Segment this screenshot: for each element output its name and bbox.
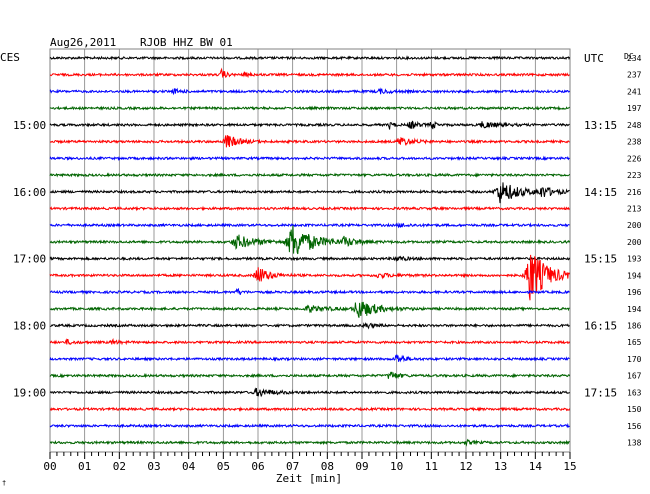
trace-row-6	[49, 155, 570, 162]
x-tick-label: 06	[251, 460, 264, 473]
right-time-labels: UTC 13:15 14:15 15:15 16:15 17:15	[584, 52, 617, 399]
chart-date: Aug26,2011	[50, 36, 116, 49]
dc-offset-label: 200	[627, 221, 642, 230]
trace-row-0	[49, 55, 571, 61]
dc-offset-label: 193	[627, 255, 642, 264]
x-tick-label: 14	[529, 460, 543, 473]
x-tick-label: 15	[563, 460, 576, 473]
left-time-label: 17:00	[13, 253, 46, 266]
left-timezone-label: CES	[0, 51, 20, 64]
x-tick-label: 01	[78, 460, 91, 473]
trace-row-13	[49, 254, 571, 301]
x-tick-label: 02	[113, 460, 126, 473]
trace-row-2	[49, 87, 570, 96]
x-tick-label: 13	[494, 460, 507, 473]
trace-row-9	[49, 205, 570, 212]
x-tick-label: 04	[182, 460, 196, 473]
trace-lines	[49, 55, 571, 447]
left-time-label: 16:00	[13, 186, 46, 199]
dc-offset-label: 170	[627, 355, 642, 364]
chart-station: RJOB HHZ BW 01	[140, 36, 233, 49]
right-time-label: 15:15	[584, 253, 617, 266]
trace-row-23	[49, 438, 570, 447]
dc-offset-label: 213	[627, 204, 642, 213]
dc-offset-label: 200	[627, 238, 642, 247]
trace-row-21	[49, 406, 571, 412]
right-time-label: UTC	[584, 52, 604, 65]
left-time-label: 15:00	[13, 119, 46, 132]
x-tick-label: 08	[321, 460, 334, 473]
dc-offset-label: 248	[627, 121, 642, 130]
trace-row-15	[49, 301, 570, 318]
dc-offset-label: 234	[627, 54, 642, 63]
dc-offset-label: 241	[627, 87, 642, 96]
trace-row-22	[49, 422, 570, 429]
dc-offset-label: 223	[627, 171, 642, 180]
trace-row-1	[49, 67, 570, 79]
dc-offset-label: 163	[627, 388, 642, 397]
dc-offset-label: 165	[627, 338, 642, 347]
trace-row-11	[49, 225, 571, 255]
dc-offset-label: 194	[627, 271, 642, 280]
trace-row-4	[49, 120, 570, 130]
x-tick-label: 10	[390, 460, 403, 473]
x-tick-label: 09	[355, 460, 368, 473]
right-time-label: 16:15	[584, 320, 617, 333]
dc-offset-label: 237	[627, 71, 642, 80]
trace-row-8	[49, 182, 570, 204]
trace-row-7	[49, 172, 571, 178]
x-tick-label: 07	[286, 460, 299, 473]
x-tick-label: 05	[217, 460, 230, 473]
plot-frame	[49, 48, 571, 453]
dc-offset-label: 196	[627, 288, 642, 297]
right-time-label: 14:15	[584, 186, 617, 199]
dc-offset-label: 216	[627, 188, 642, 197]
trace-row-3	[49, 105, 570, 111]
x-tick-label: 12	[459, 460, 472, 473]
dc-offset-label: 167	[627, 372, 642, 381]
x-tick-label: 03	[147, 460, 160, 473]
trace-row-20	[49, 387, 570, 398]
trace-row-14	[49, 287, 570, 295]
dc-offset-label: 197	[627, 104, 642, 113]
trace-row-5	[50, 135, 570, 148]
trace-row-17	[49, 338, 571, 346]
right-time-label: 17:15	[584, 386, 617, 399]
x-axis-ticks	[49, 452, 571, 459]
x-tick-label: 00	[43, 460, 56, 473]
dc-header-label: DC	[624, 52, 634, 61]
trace-row-10	[49, 222, 570, 229]
right-time-label: 13:15	[584, 119, 617, 132]
left-time-label: 19:00	[13, 386, 46, 399]
dc-offset-label: 138	[627, 439, 642, 448]
trace-row-16	[49, 321, 570, 330]
left-time-label: 18:00	[13, 320, 46, 333]
left-time-labels: 15:00 16:00 17:00 18:00 19:00	[13, 119, 46, 400]
x-tick-label: 11	[425, 460, 438, 473]
trace-row-12	[49, 255, 571, 262]
dc-offset-label: 150	[627, 405, 642, 414]
trace-row-19	[49, 371, 571, 379]
x-axis-tick-labels: 00 01 02 03 04 05 06 07 08 09 10 11 12 13 14 15	[43, 460, 576, 473]
x-axis-title: Zeit [min]	[276, 472, 342, 485]
dc-offset-label: 238	[627, 138, 642, 147]
corner-mark: †	[2, 479, 6, 487]
dc-offset-label: 226	[627, 154, 642, 163]
dc-offset-label: 186	[627, 322, 642, 331]
dc-offset-label: 156	[627, 422, 642, 431]
grid-lines	[49, 48, 571, 453]
trace-row-18	[49, 354, 570, 363]
dc-offset-label: 194	[627, 305, 642, 314]
dc-offset-labels: 234 237 241 197 248 238 226 223 216 213 200 200 193 1…	[627, 54, 642, 448]
